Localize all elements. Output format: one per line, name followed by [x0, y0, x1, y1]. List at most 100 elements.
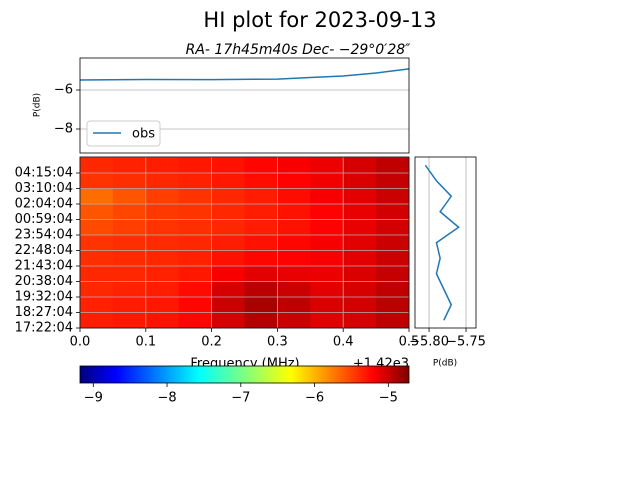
heatmap-cell — [211, 281, 245, 298]
heatmap-cell — [244, 235, 278, 251]
line — [79, 68, 410, 81]
x-tick-label: 0.5 — [399, 335, 420, 350]
heatmap-cell — [310, 312, 344, 329]
heatmap-cell — [244, 297, 278, 313]
heatmap-cell — [145, 157, 180, 174]
heatmap-cell — [310, 266, 344, 282]
heatmap-cell — [112, 219, 147, 236]
heatmap-cell — [211, 235, 245, 251]
heatmap-cell — [277, 157, 311, 174]
y-tick-label: 19:32:04 — [15, 290, 73, 305]
heatmap-cell — [310, 219, 344, 236]
x-tick-label: 0.4 — [333, 335, 354, 350]
heatmap-cell — [244, 188, 278, 205]
heatmap-cell — [112, 312, 147, 329]
heatmap-cell — [112, 281, 147, 298]
heatmap-cell — [211, 157, 245, 174]
heatmap-cell — [376, 297, 410, 313]
heatmap-cell — [244, 250, 278, 267]
heatmap-cell — [343, 235, 377, 251]
heatmap-cell — [376, 266, 410, 282]
x-tick-label: 0.1 — [135, 335, 156, 350]
heatmap-cell — [178, 188, 213, 205]
y-tick-label: 18:27:04 — [15, 305, 73, 320]
heatmap-cell — [310, 204, 344, 220]
heatmap-cell — [376, 188, 410, 205]
heatmap-cell — [277, 219, 311, 236]
colorbar-frame — [79, 365, 410, 384]
heatmap-cell — [310, 173, 344, 189]
axes-frame — [414, 156, 477, 329]
heatmap-cell — [145, 281, 180, 298]
heatmap-cell — [178, 281, 213, 298]
y-tick-label: 20:38:04 — [15, 274, 73, 289]
y-tick-label: 04:15:04 — [15, 166, 73, 181]
heatmap-cell — [211, 173, 245, 189]
y-tick-label: −8 — [54, 122, 73, 137]
profile-line — [424, 164, 460, 321]
heatmap-cell — [80, 312, 114, 329]
heatmap-cell — [376, 250, 410, 267]
heatmap-cell — [277, 281, 311, 298]
x-tick-label: −5.75 — [446, 335, 486, 350]
heatmap-cell — [112, 173, 147, 189]
heatmap-cell — [343, 312, 377, 329]
heatmap-cell — [178, 250, 213, 267]
heatmap-cell — [310, 235, 344, 251]
heatmap-cell — [80, 173, 114, 189]
heatmap-cell — [310, 188, 344, 205]
y-tick-label: 02:04:04 — [15, 197, 73, 212]
heatmap-cell — [211, 266, 245, 282]
heatmap-cell — [211, 188, 245, 205]
heatmap-cell — [310, 281, 344, 298]
heatmap-cell — [112, 188, 147, 205]
heatmap-cell — [244, 219, 278, 236]
y-tick-label: 00:59:04 — [15, 212, 73, 227]
heatmap-cell — [376, 204, 410, 220]
legend — [86, 120, 161, 147]
heatmap-cell — [343, 250, 377, 267]
colorbar-tick-label: −6 — [305, 391, 324, 406]
heatmap-cell — [112, 157, 147, 174]
heatmap-cell — [376, 312, 410, 329]
x-tick-label: 0.2 — [201, 335, 222, 350]
heatmap-cell — [244, 204, 278, 220]
heatmap-cell — [178, 173, 213, 189]
heatmap-cell — [376, 281, 410, 298]
heatmap-cell — [178, 235, 213, 251]
heatmap-cell — [80, 281, 114, 298]
heatmap-cell — [277, 204, 311, 220]
colorbar — [80, 366, 409, 383]
heatmap-cell — [145, 266, 180, 282]
y-tick-label: 21:43:04 — [15, 259, 73, 274]
title: HI plot for 2023-09-13 — [203, 8, 436, 32]
heatmap-cell — [145, 250, 180, 267]
legend-label: obs — [132, 127, 155, 142]
y-tick-label: −6 — [54, 82, 73, 97]
heatmap-cell — [343, 204, 377, 220]
heatmap-cell — [343, 281, 377, 298]
heatmap-cell — [211, 297, 245, 313]
heatmap-cell — [178, 219, 213, 236]
heatmap-cell — [244, 281, 278, 298]
heatmap-cell — [211, 250, 245, 267]
heatmap-cell — [343, 188, 377, 205]
heatmap-cell — [343, 266, 377, 282]
heatmap-cell — [145, 173, 180, 189]
heatmap-cell — [80, 188, 114, 205]
x-tick-label: −5.80 — [409, 335, 449, 350]
heatmap-cell — [80, 219, 114, 236]
heatmap-cell — [343, 157, 377, 174]
colorbar-tick-label: −7 — [231, 391, 250, 406]
profile-x-label: P(dB) — [433, 359, 457, 369]
heatmap-cell — [112, 204, 147, 220]
heatmap-cell — [310, 297, 344, 313]
heatmap-cell — [145, 297, 180, 313]
heatmap-cell — [178, 157, 213, 174]
heatmap-cell — [376, 173, 410, 189]
axes-frame — [79, 156, 410, 329]
heatmap-cell — [80, 157, 114, 174]
colorbar-tick-label: −9 — [84, 391, 103, 406]
heatmap-cell — [244, 312, 278, 329]
heatmap-cell — [80, 297, 114, 313]
